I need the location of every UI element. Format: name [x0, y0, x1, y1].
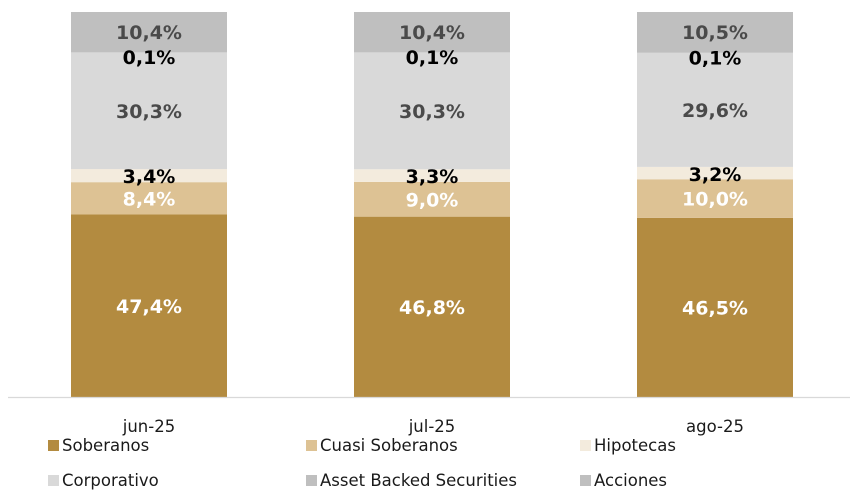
bar-segment-cuasi-soberanos-ago-25	[637, 179, 793, 218]
data-label-asset-backed-securities-ago-25: 0,1%	[689, 47, 742, 69]
data-label-cuasi-soberanos-ago-25: 10,0%	[682, 189, 748, 211]
data-label-acciones-ago-25: 10,5%	[682, 22, 748, 44]
bar-segment-corporativo-jul-25	[354, 52, 510, 170]
data-label-acciones-jun-25: 10,4%	[116, 22, 182, 44]
x-tick-label-jul-25: jul-25	[408, 417, 456, 436]
bar-segment-hipotecas-jul-25	[354, 169, 510, 182]
bar-segment-cuasi-soberanos-jul-25	[354, 181, 510, 217]
data-label-soberanos-jul-25: 46,8%	[399, 297, 465, 319]
data-label-asset-backed-securities-jul-25: 0,1%	[406, 47, 459, 69]
data-label-corporativo-jul-25: 30,3%	[399, 101, 465, 123]
data-label-corporativo-ago-25: 29,6%	[682, 100, 748, 122]
bar-segment-soberanos-ago-25	[637, 217, 793, 397]
data-label-cuasi-soberanos-jun-25: 8,4%	[123, 188, 176, 210]
data-label-soberanos-jun-25: 47,4%	[116, 296, 182, 318]
x-tick-label-ago-25: ago-25	[686, 417, 744, 436]
data-label-hipotecas-jul-25: 3,3%	[406, 166, 459, 188]
data-label-soberanos-ago-25: 46,5%	[682, 297, 748, 319]
bar-segment-soberanos-jun-25	[71, 214, 227, 397]
bar-segment-soberanos-jul-25	[354, 216, 510, 397]
data-label-corporativo-jun-25: 30,3%	[116, 101, 182, 123]
data-label-acciones-jul-25: 10,4%	[399, 22, 465, 44]
bar-segment-cuasi-soberanos-jun-25	[71, 182, 227, 215]
bar-segment-corporativo-jun-25	[71, 52, 227, 170]
bar-segment-acciones-ago-25	[637, 12, 793, 53]
data-label-asset-backed-securities-jun-25: 0,1%	[123, 47, 176, 69]
data-label-hipotecas-jun-25: 3,4%	[123, 166, 176, 188]
bar-segment-acciones-jun-25	[71, 12, 227, 53]
x-tick-label-jun-25: jun-25	[122, 417, 175, 436]
bar-segment-hipotecas-jun-25	[71, 169, 227, 183]
bar-segment-hipotecas-ago-25	[637, 166, 793, 180]
bar-segment-corporativo-ago-25	[637, 52, 793, 167]
data-label-cuasi-soberanos-jul-25: 9,0%	[406, 189, 459, 211]
bar-segment-acciones-jul-25	[354, 12, 510, 53]
data-label-hipotecas-ago-25: 3,2%	[689, 164, 742, 186]
